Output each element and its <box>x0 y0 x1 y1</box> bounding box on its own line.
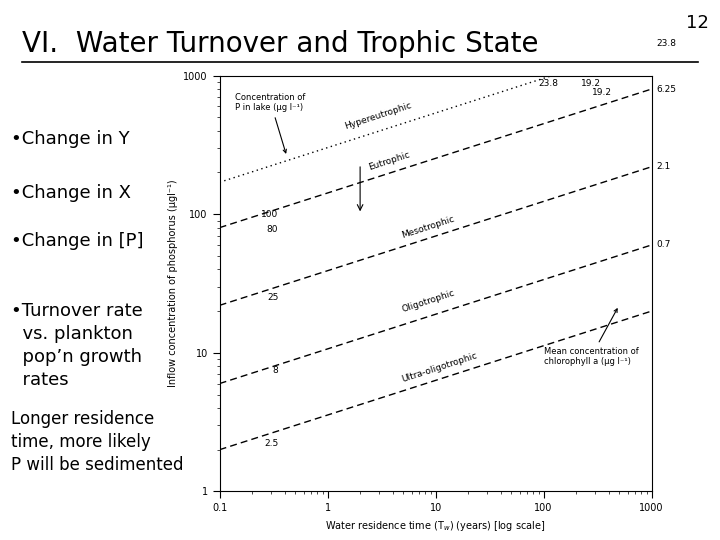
Text: •Change in [P]: •Change in [P] <box>11 232 143 250</box>
Text: VI.  Water Turnover and Trophic State: VI. Water Turnover and Trophic State <box>22 30 538 58</box>
Text: 2.5: 2.5 <box>264 440 279 448</box>
Text: 80: 80 <box>267 225 279 234</box>
Text: •Change in Y: •Change in Y <box>11 130 130 147</box>
Text: 6.25: 6.25 <box>656 85 676 93</box>
Text: •Change in X: •Change in X <box>11 184 131 201</box>
Text: 19.2: 19.2 <box>592 89 612 97</box>
Text: Ultra-oligotrophic: Ultra-oligotrophic <box>400 350 478 383</box>
Text: Mesotrophic: Mesotrophic <box>400 214 456 240</box>
Text: Mean concentration of
chlorophyll a (µg l⁻¹): Mean concentration of chlorophyll a (µg … <box>544 309 639 367</box>
Text: Eutrophic: Eutrophic <box>368 151 412 172</box>
Text: Oligotrophic: Oligotrophic <box>400 288 456 314</box>
X-axis label: Water residence time (T$_w$) (years) [log scale]: Water residence time (T$_w$) (years) [lo… <box>325 519 546 533</box>
Text: 0.7: 0.7 <box>656 240 670 249</box>
Text: 25: 25 <box>267 293 279 302</box>
Y-axis label: Inflow concentration of phosphorus (µgl⁻¹): Inflow concentration of phosphorus (µgl⁻… <box>168 180 178 387</box>
Text: 19.2: 19.2 <box>580 79 600 89</box>
Text: 8: 8 <box>273 366 279 375</box>
Text: Longer residence
time, more likely
P will be sedimented: Longer residence time, more likely P wil… <box>11 410 184 474</box>
Text: Concentration of
P in lake (µg l⁻¹): Concentration of P in lake (µg l⁻¹) <box>235 93 306 153</box>
Text: 2.1: 2.1 <box>656 162 670 171</box>
Text: •Turnover rate
  vs. plankton
  pop’n growth
  rates: •Turnover rate vs. plankton pop’n growth… <box>11 302 143 389</box>
Text: 12: 12 <box>686 14 709 31</box>
Text: 23.8: 23.8 <box>656 39 676 48</box>
Text: Hypereutrophic: Hypereutrophic <box>344 100 413 131</box>
Text: 23.8: 23.8 <box>539 79 559 89</box>
Text: 100: 100 <box>261 210 279 219</box>
